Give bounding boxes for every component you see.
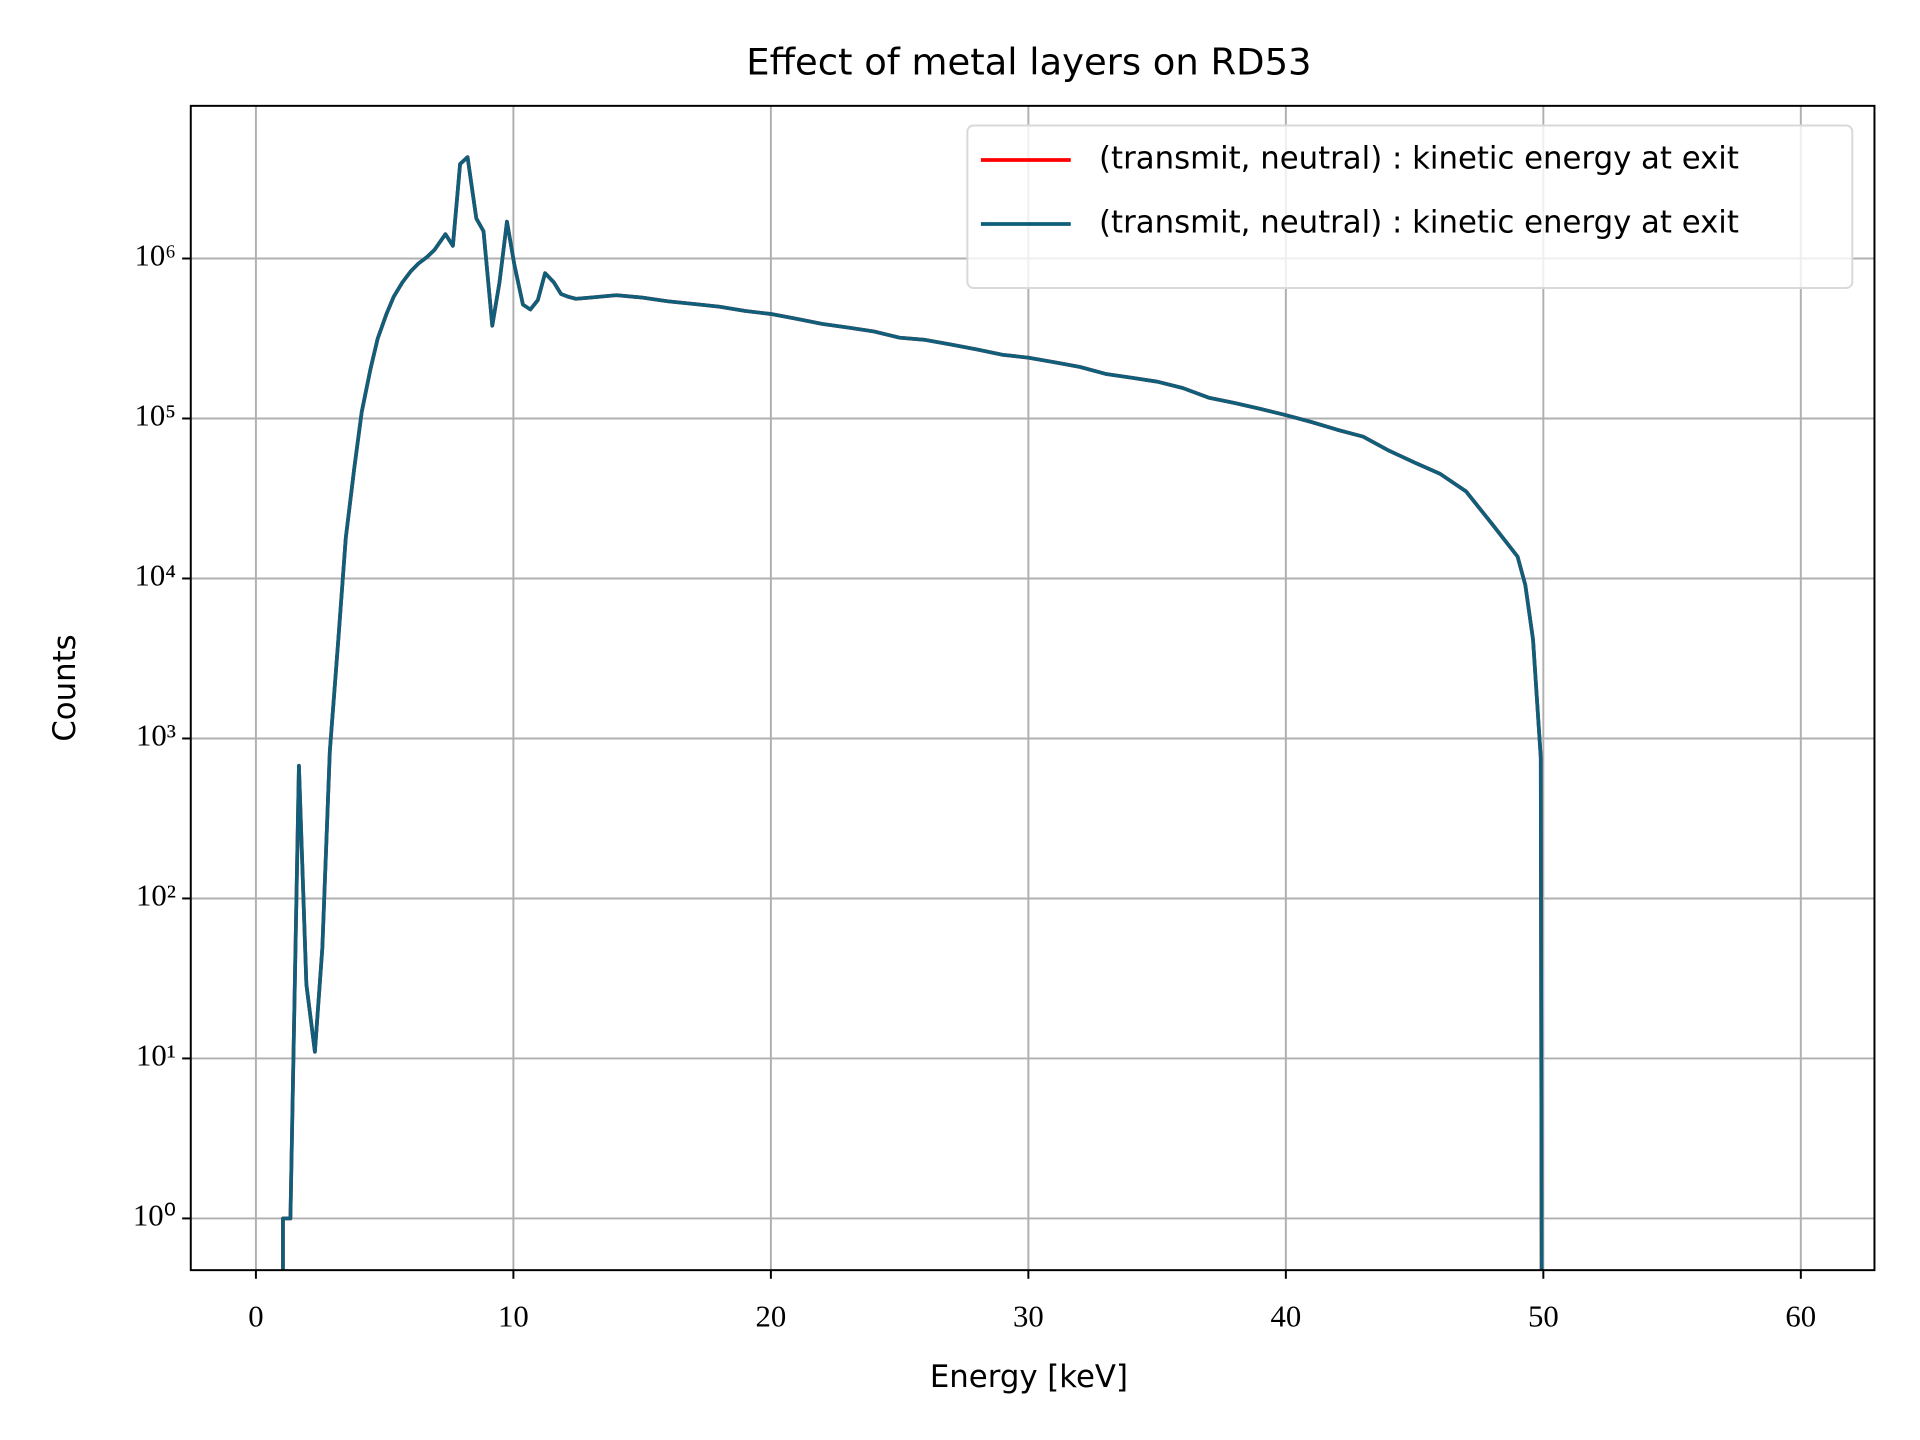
data-line	[281, 155, 1544, 1271]
legend-label: (transmit, neutral) : kinetic energy at …	[1099, 205, 1739, 241]
legend-label: (transmit, neutral) : kinetic energy at …	[1099, 140, 1739, 176]
x-tick-label: 20	[756, 1299, 787, 1333]
y-axis-label: Counts	[47, 634, 83, 741]
plot-area	[281, 155, 1544, 1271]
chart-title: Effect of metal layers on RD53	[746, 40, 1311, 83]
x-tick-label: 50	[1528, 1299, 1559, 1333]
axes-frame	[189, 104, 1876, 1272]
x-tick-label: 40	[1270, 1299, 1301, 1333]
y-tick-label: 10¹	[136, 1039, 176, 1073]
y-tick-label: 10³	[136, 719, 176, 753]
x-tick-label: 30	[1013, 1299, 1044, 1333]
y-tick-label: 10²	[136, 879, 176, 913]
ticks: 0 10 20 30 40 50 60 10⁰ 10¹ 10² 10³ 10⁴ 10⁵ 10⁶	[133, 239, 1816, 1334]
y-tick-label: 10⁰	[133, 1198, 176, 1232]
y-tick-label: 10⁶	[135, 239, 176, 273]
x-tick-label: 60	[1785, 1299, 1816, 1333]
legend-box	[966, 124, 1854, 289]
y-tick-label: 10⁵	[135, 399, 176, 433]
x-axis-label: Energy [keV]	[930, 1359, 1128, 1395]
x-tick-label: 0	[248, 1299, 263, 1333]
y-tick-label: 10⁴	[135, 559, 176, 593]
legend: (transmit, neutral) : kinetic energy at …	[966, 124, 1854, 289]
x-tick-label: 10	[498, 1299, 529, 1333]
